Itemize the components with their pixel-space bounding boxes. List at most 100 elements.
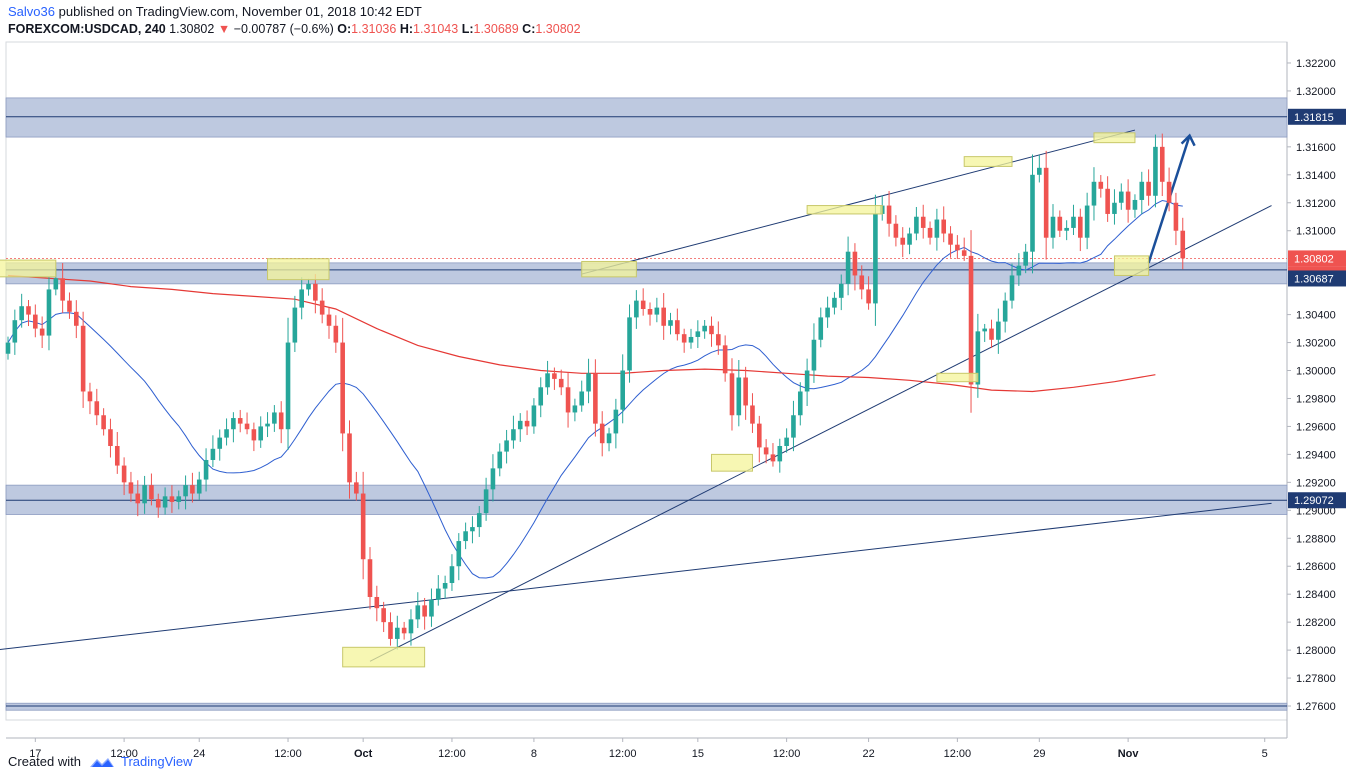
long-trendline	[0, 502, 1272, 650]
candle-body-90	[620, 370, 625, 410]
y-tick-label-10: 1.29600	[1296, 421, 1336, 433]
candle-body-140	[961, 250, 967, 256]
y-tick-label-20: 1.27600	[1296, 701, 1336, 713]
footer: Created with TradingView	[8, 754, 193, 769]
high-value: 1.31043	[413, 22, 459, 36]
y-tick-label-14: 1.28800	[1296, 533, 1336, 545]
candle-body-56	[388, 622, 393, 639]
candle-body-102	[702, 325, 707, 332]
publication-header: Salvo36 published on TradingView.com, No…	[8, 4, 422, 19]
candle-body-142	[975, 331, 981, 385]
y-tick-label-9: 1.29800	[1296, 393, 1336, 405]
close-value: 1.30802	[535, 22, 581, 36]
candle-body-103	[709, 325, 714, 335]
sr-zone-3	[5, 702, 1288, 711]
candle-body-95	[654, 307, 660, 315]
x-tick-label-6: 8	[531, 748, 537, 760]
candle-body-69	[476, 513, 482, 528]
candle-body-141	[968, 255, 974, 385]
created-with-text: Created with	[8, 754, 81, 769]
candle-body-35	[244, 423, 250, 430]
candle-body-65	[449, 566, 455, 584]
candle-body-60	[415, 605, 421, 620]
candle-body-115	[791, 415, 796, 438]
open-label: O:	[337, 22, 352, 36]
candle-body-158	[1084, 205, 1090, 238]
symbol-name: FOREXCOM:USDCAD, 240	[8, 22, 166, 36]
candle-body-16	[114, 446, 120, 466]
candle-body-43	[299, 289, 304, 308]
candle-body-171	[1173, 202, 1179, 231]
candle-body-172	[1180, 230, 1186, 259]
candle-body-8	[60, 278, 65, 301]
sr-zone-0	[5, 97, 1288, 138]
candle-body-151	[1037, 167, 1042, 175]
candle-body-47	[326, 314, 332, 326]
candle-body-89	[613, 409, 619, 434]
long-ma-line	[7, 274, 1156, 393]
candle-body-145	[996, 321, 1001, 340]
candle-body-139	[955, 244, 960, 251]
candle-body-170	[1166, 181, 1172, 203]
x-tick-label-13: Nov	[1118, 748, 1140, 760]
candle-body-121	[832, 297, 837, 308]
y-tick-label-19: 1.27800	[1296, 673, 1336, 685]
candle-body-14	[101, 415, 106, 430]
price-change: −0.00787 (−0.6%)	[233, 22, 334, 36]
sr-zone-1	[5, 262, 1288, 285]
highlight-box-6	[1093, 132, 1136, 144]
candle-body-92	[634, 300, 639, 318]
price-tag-bg-upper_zone	[1288, 108, 1346, 125]
candle-body-19	[135, 493, 141, 504]
candle-body-53	[367, 559, 373, 597]
candles-layer	[5, 133, 1186, 650]
candle-body-143	[982, 328, 987, 332]
x-tick-label-4: Oct	[354, 748, 373, 760]
x-tick-label-3: 12:00	[274, 748, 302, 760]
candle-body-41	[285, 342, 291, 430]
candle-body-124	[852, 251, 858, 276]
candle-body-137	[941, 219, 947, 234]
y-tick-label-3: 1.31400	[1296, 170, 1336, 182]
candle-body-27	[190, 485, 195, 494]
candle-body-58	[401, 627, 407, 634]
highlight-box-1	[267, 258, 330, 281]
candle-body-159	[1091, 181, 1097, 206]
candle-body-48	[333, 325, 339, 343]
candle-body-153	[1050, 216, 1056, 238]
candle-body-3	[26, 306, 31, 315]
candle-body-154	[1057, 216, 1063, 231]
candle-body-32	[224, 429, 229, 438]
candle-body-104	[716, 334, 721, 346]
highlight-box-5	[963, 156, 1013, 167]
y-tick-label-13: 1.29000	[1296, 505, 1336, 517]
tradingview-logo-icon	[89, 757, 114, 767]
candle-body-133	[914, 216, 919, 234]
candle-body-62	[429, 599, 434, 617]
low-value: 1.30689	[473, 22, 519, 36]
candle-body-61	[422, 605, 427, 617]
symbol-info-bar: FOREXCOM:USDCAD, 240 1.30802 ▼ −0.00787 …	[8, 22, 581, 36]
candle-body-63	[435, 588, 441, 600]
price-tag-current: 1.30802	[1288, 250, 1346, 267]
y-tick-label-17: 1.28200	[1296, 617, 1336, 629]
candle-body-131	[900, 237, 906, 245]
author-link[interactable]: Salvo36	[8, 4, 55, 19]
price-tag-bg-current	[1288, 250, 1346, 267]
open-value: 1.31036	[351, 22, 397, 36]
candle-body-96	[661, 307, 666, 326]
candle-body-29	[203, 459, 209, 480]
candle-body-100	[688, 336, 694, 343]
candle-body-39	[272, 412, 277, 424]
y-tick-label-0: 1.32200	[1296, 58, 1336, 70]
x-tick-label-11: 12:00	[944, 748, 972, 760]
tradingview-link[interactable]: TradingView	[120, 754, 193, 769]
candle-body-82	[565, 387, 571, 413]
price-tag-text-upper_zone: 1.31815	[1294, 112, 1334, 124]
candle-body-77	[531, 405, 537, 427]
candle-body-156	[1071, 216, 1076, 228]
last-price: 1.30802	[169, 22, 215, 36]
x-tick-label-10: 22	[862, 748, 874, 760]
candle-body-107	[736, 377, 742, 416]
